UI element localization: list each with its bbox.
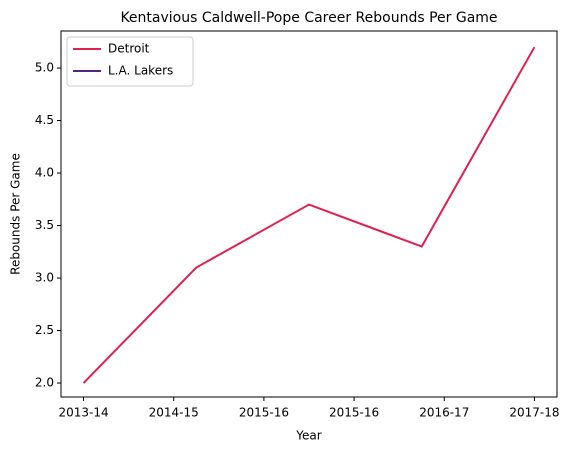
y-tick-label: 3.0 — [35, 271, 54, 285]
y-tick-label: 4.0 — [35, 166, 54, 180]
y-tick-label: 2.5 — [35, 323, 54, 337]
y-tick-label: 2.0 — [35, 376, 54, 390]
legend-label: Detroit — [108, 42, 150, 56]
y-tick-label: 4.5 — [35, 113, 54, 127]
y-tick-label: 5.0 — [35, 61, 54, 75]
x-axis-label: Year — [295, 429, 321, 443]
x-tick-label: 2016-17 — [419, 406, 469, 420]
x-tick-label: 2015-16 — [239, 406, 289, 420]
plot-frame — [60, 30, 558, 398]
x-tick-label: 2015-16 — [329, 406, 379, 420]
x-tick-label: 2017-18 — [509, 406, 559, 420]
y-tick-label: 3.5 — [35, 218, 54, 232]
chart-title: Kentavious Caldwell-Pope Career Rebounds… — [120, 10, 497, 26]
legend-label: L.A. Lakers — [108, 64, 173, 78]
x-tick-label: 2014-15 — [149, 406, 199, 420]
line-series — [82, 46, 536, 384]
x-tick-label: 2013-14 — [58, 406, 108, 420]
y-axis-label: Rebounds Per Game — [9, 153, 23, 275]
